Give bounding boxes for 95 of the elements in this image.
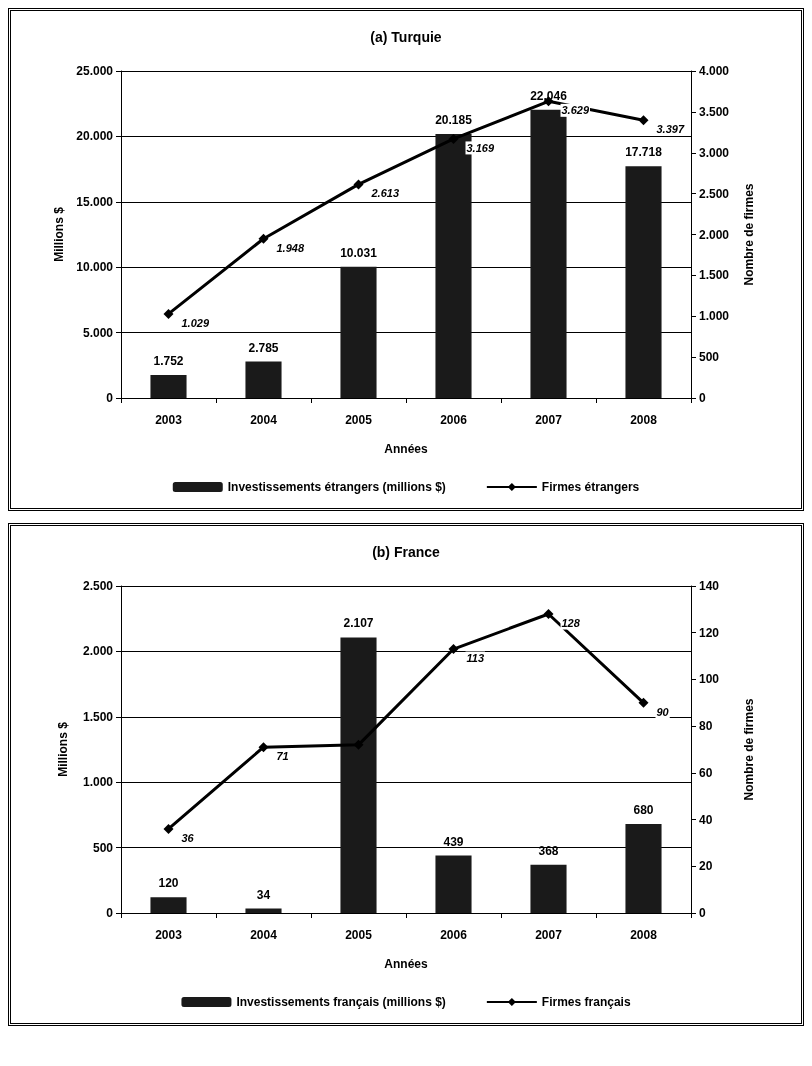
point [353, 179, 364, 190]
x-tick-label: 2004 [250, 413, 278, 427]
data-label: 90 [656, 705, 670, 718]
x-tick-label: 2007 [535, 413, 563, 427]
data-label: 36 [181, 831, 195, 844]
point [258, 233, 269, 244]
y2-tick-label: 120 [699, 625, 720, 640]
x-axis-title: Années [384, 957, 428, 971]
bar [340, 637, 377, 913]
y-tick-label: 0 [106, 906, 114, 920]
y-tick-label: 500 [92, 840, 114, 855]
y-tick-label: 20.000 [76, 129, 114, 144]
legend-label: Firmes étrangers [541, 480, 640, 494]
bar [530, 864, 567, 913]
y-tick-label: 10.000 [76, 260, 114, 275]
chart-title: (a) Turquie [370, 29, 442, 45]
x-tick-label: 2004 [250, 928, 278, 942]
bar [245, 361, 282, 398]
x-tick-label: 2006 [440, 413, 468, 427]
data-label: 2.613 [370, 187, 400, 200]
x-tick-label: 2008 [630, 928, 658, 942]
y-axis-title: Millions $ [56, 721, 70, 777]
point [638, 115, 649, 126]
data-label: 113 [466, 652, 485, 665]
legend-label: Investissements étrangers (millions $) [227, 480, 446, 494]
y2-tick-label: 2.500 [699, 186, 730, 201]
data-label: 20.185 [435, 112, 473, 127]
y2-tick-label: 80 [699, 719, 713, 734]
y2-tick-label: 0 [699, 906, 706, 920]
y-tick-label: 1.000 [82, 775, 114, 790]
point [163, 308, 174, 319]
x-tick-label: 2005 [345, 928, 373, 942]
y-axis-title: Millions $ [52, 206, 67, 262]
x-tick-label: 2008 [630, 413, 658, 427]
data-label: 3.397 [656, 123, 685, 136]
y2-tick-label: 20 [699, 859, 713, 874]
data-label: 2.785 [248, 340, 279, 355]
y2-axis-title: Nombre de firmes [742, 183, 756, 286]
data-label: 680 [633, 803, 654, 818]
bar [150, 375, 187, 398]
y2-tick-label: 500 [699, 350, 720, 365]
data-label: 34 [256, 887, 271, 902]
y2-tick-label: 140 [699, 579, 720, 593]
y-tick-label: 25.000 [76, 64, 114, 78]
y2-tick-label: 4.000 [699, 64, 730, 78]
legend-label: Investissements français (millions $) [236, 995, 446, 1009]
legend-label: Firmes français [541, 995, 631, 1009]
point [543, 609, 554, 620]
y2-tick-label: 100 [699, 672, 720, 687]
x-axis-title: Années [384, 442, 428, 456]
data-label: 439 [443, 834, 464, 849]
y2-tick-label: 2.000 [699, 227, 730, 242]
y2-axis-title: Nombre de firmes [742, 698, 756, 801]
y2-tick-label: 0 [699, 391, 706, 405]
data-label: 1.752 [153, 354, 184, 369]
data-label: 1.029 [181, 316, 210, 329]
x-tick-label: 2003 [155, 928, 183, 942]
y2-tick-label: 3.000 [699, 145, 730, 160]
x-tick-label: 2006 [440, 928, 468, 942]
data-label: 71 [276, 750, 289, 763]
point [163, 823, 174, 834]
x-tick-label: 2003 [155, 413, 183, 427]
data-label: 22.046 [530, 88, 568, 103]
y-tick-label: 5.000 [82, 325, 114, 340]
bar [150, 897, 187, 913]
y-tick-label: 2.000 [82, 644, 114, 659]
bar [625, 166, 662, 398]
y2-tick-label: 1.500 [699, 268, 730, 283]
data-label: 128 [561, 617, 581, 630]
bar [340, 266, 377, 398]
y-tick-label: 1.500 [82, 709, 114, 724]
data-label: 1.948 [276, 241, 305, 254]
data-label: 10.031 [340, 245, 378, 260]
y-tick-label: 15.000 [76, 194, 114, 209]
y-tick-label: 0 [106, 391, 114, 405]
data-label: 2.107 [343, 616, 374, 631]
point [258, 742, 269, 753]
y2-tick-label: 1.000 [699, 309, 730, 324]
bar [435, 855, 472, 913]
y2-tick-label: 3.500 [699, 104, 730, 119]
x-tick-label: 2007 [535, 928, 563, 942]
data-label: 3.629 [561, 104, 590, 117]
x-tick-label: 2005 [345, 413, 373, 427]
y-tick-label: 2.500 [82, 579, 114, 593]
point [638, 697, 649, 708]
y2-tick-label: 60 [699, 765, 713, 780]
data-label: 17.718 [625, 145, 663, 160]
chart-title: (b) France [372, 544, 441, 560]
point [448, 644, 459, 655]
y2-tick-label: 40 [699, 812, 713, 827]
bar [245, 908, 282, 913]
data-label: 3.169 [466, 141, 495, 154]
data-label: 120 [158, 876, 179, 891]
point [448, 133, 459, 144]
bar [625, 824, 662, 913]
